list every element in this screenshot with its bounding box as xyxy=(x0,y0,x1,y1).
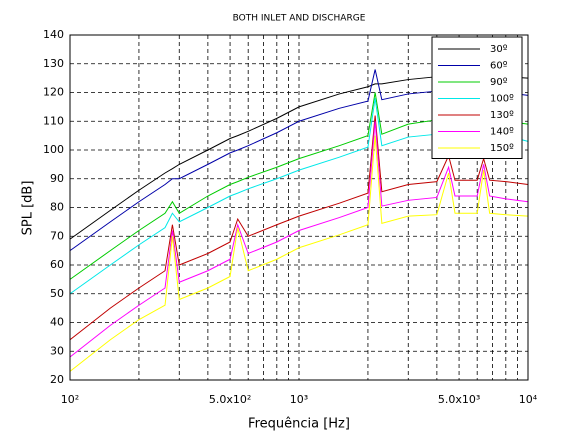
legend-label: 150º xyxy=(490,143,514,154)
y-tick-label: 80 xyxy=(50,201,64,214)
y-tick-label: 110 xyxy=(43,114,64,127)
x-tick-label: 5.0x10² xyxy=(209,393,251,406)
series-line xyxy=(69,121,529,358)
y-tick-label: 90 xyxy=(50,172,64,185)
y-tick-label: 70 xyxy=(50,229,64,242)
y-tick-label: 100 xyxy=(43,143,64,156)
y-tick-label: 60 xyxy=(50,258,64,271)
series-line xyxy=(69,135,529,372)
y-tick-label: 40 xyxy=(50,316,64,329)
legend-label: 60º xyxy=(490,61,508,72)
x-tick-label: 10³ xyxy=(290,393,308,406)
y-tick-label: 50 xyxy=(50,287,64,300)
y-tick-label: 140 xyxy=(43,28,64,41)
legend-box xyxy=(431,36,523,159)
series-line xyxy=(69,115,529,341)
x-axis-label: Frequência [Hz] xyxy=(248,417,350,432)
legend-label: 140º xyxy=(490,127,514,138)
x-tick-label: 10⁴ xyxy=(519,393,538,406)
legend-label: 90º xyxy=(490,77,508,88)
y-tick-label: 30 xyxy=(50,344,64,357)
y-axis-label: SPL [dB] xyxy=(21,181,36,236)
legend-label: 30º xyxy=(490,44,508,55)
y-tick-label: 120 xyxy=(43,86,64,99)
x-tick-label: 10² xyxy=(61,393,79,406)
plot-frame xyxy=(69,34,529,381)
legend-label: 100º xyxy=(490,94,514,105)
x-tick-label: 5.0x10³ xyxy=(438,393,480,406)
legend-label: 130º xyxy=(490,110,514,121)
chart-title: BOTH INLET AND DISCHARGE xyxy=(233,14,366,24)
y-tick-label: 20 xyxy=(50,373,64,386)
y-tick-label: 130 xyxy=(43,57,64,70)
